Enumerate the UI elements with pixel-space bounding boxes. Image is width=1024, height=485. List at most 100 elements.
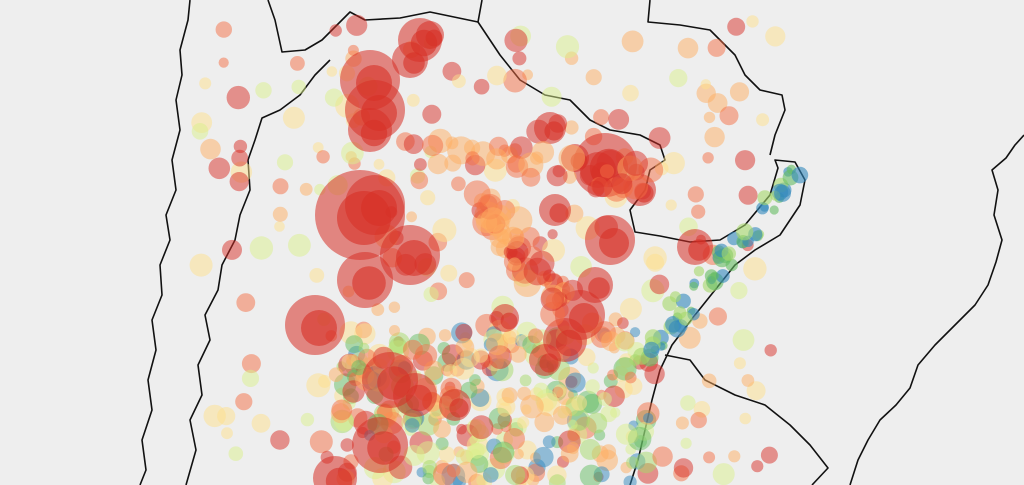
- bubble: [497, 402, 512, 417]
- bubble: [543, 269, 556, 283]
- bubble: [751, 460, 764, 473]
- bubble: [233, 139, 248, 154]
- bubble: [414, 344, 438, 367]
- bubble: [743, 257, 767, 281]
- bubble: [541, 86, 562, 107]
- border: [267, 0, 483, 53]
- bubble: [465, 151, 480, 166]
- bubble: [215, 21, 232, 38]
- bubble: [438, 329, 452, 342]
- bubble: [630, 327, 641, 338]
- bubble: [569, 303, 599, 333]
- bubble: [678, 311, 693, 326]
- bubble: [445, 136, 459, 150]
- bubble: [427, 153, 449, 175]
- bubble: [432, 218, 457, 243]
- bubble: [586, 412, 608, 434]
- bubble: [504, 28, 528, 52]
- bubble: [553, 384, 567, 398]
- bubble: [433, 420, 451, 439]
- bubble: [687, 186, 704, 203]
- bubble: [703, 451, 716, 464]
- bubble: [414, 158, 427, 171]
- bubble: [272, 206, 288, 222]
- bubble: [732, 329, 755, 351]
- bubble: [730, 282, 748, 300]
- bubble: [316, 150, 330, 164]
- bubble: [760, 446, 778, 464]
- bubble: [567, 419, 578, 430]
- bubble: [328, 367, 344, 383]
- bubble: [255, 82, 272, 99]
- bubble: [552, 405, 573, 425]
- bubble: [764, 344, 777, 357]
- bubble: [585, 69, 602, 86]
- bubble: [189, 253, 213, 277]
- bubble: [438, 446, 456, 463]
- bubble: [228, 446, 244, 462]
- bubble: [571, 395, 588, 411]
- bubble: [352, 266, 386, 300]
- bubble: [710, 271, 719, 280]
- bubble: [677, 37, 699, 59]
- bubble: [420, 190, 436, 206]
- bubble: [276, 154, 294, 171]
- bubble: [533, 446, 554, 468]
- bubble: [690, 411, 707, 429]
- bubble: [440, 264, 458, 282]
- bubble: [221, 427, 233, 440]
- bubble: [741, 374, 755, 387]
- bubble: [757, 190, 773, 206]
- bubble: [451, 176, 466, 192]
- bubble: [756, 113, 770, 127]
- bubble: [552, 164, 565, 178]
- bubble: [617, 317, 629, 329]
- bubble: [599, 164, 615, 179]
- bubble: [675, 416, 689, 430]
- bubble: [377, 366, 411, 400]
- bubble: [769, 205, 779, 215]
- bubble: [701, 373, 717, 389]
- bubble: [404, 418, 420, 433]
- bubble: [231, 149, 249, 167]
- bubble: [486, 148, 508, 170]
- bubble: [555, 35, 580, 59]
- bubble: [464, 139, 481, 156]
- bubble: [626, 456, 639, 470]
- bubble: [599, 228, 629, 258]
- bubble: [736, 223, 754, 241]
- bubble: [760, 202, 769, 212]
- bubble: [700, 79, 711, 90]
- bubble: [288, 233, 311, 257]
- bubble: [282, 106, 305, 129]
- bubble: [433, 462, 457, 485]
- bubble: [291, 79, 306, 95]
- bubble: [729, 82, 750, 102]
- bubble: [610, 407, 621, 418]
- bubble: [619, 297, 642, 320]
- bubble: [643, 341, 660, 358]
- bubble: [251, 413, 271, 433]
- bubble: [406, 211, 417, 223]
- bubble: [324, 88, 344, 107]
- bubble: [236, 293, 256, 312]
- bubble: [519, 374, 532, 387]
- bubble: [312, 142, 324, 153]
- bubble: [309, 430, 333, 454]
- bubble: [547, 229, 558, 240]
- bubble: [646, 253, 665, 272]
- border: [185, 59, 331, 485]
- bubble: [593, 109, 610, 126]
- border: [647, 0, 786, 156]
- bubble: [249, 236, 274, 260]
- bubble: [693, 266, 705, 277]
- bubble: [582, 393, 603, 414]
- bubble: [585, 379, 600, 394]
- bubble: [503, 68, 527, 93]
- bubble: [542, 435, 556, 449]
- bubble: [458, 272, 475, 289]
- bubble: [423, 286, 439, 302]
- bubble: [425, 29, 443, 47]
